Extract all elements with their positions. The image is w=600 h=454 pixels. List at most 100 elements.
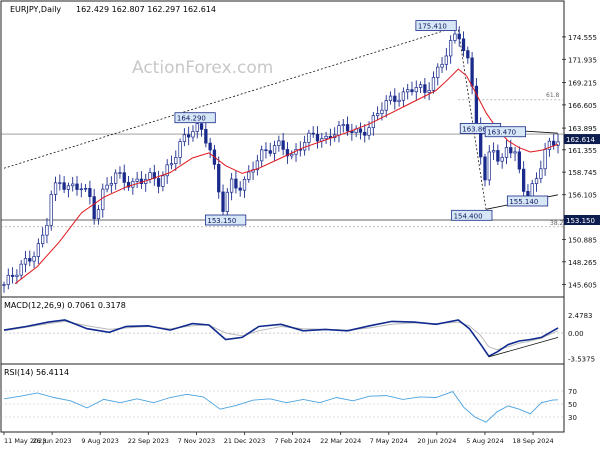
price-tick-label-7: 156.105	[568, 192, 597, 200]
x-tick-label-2: 9 Aug 2023	[81, 437, 119, 445]
candle-body	[83, 188, 88, 190]
macd-tick-label-1: 0.00	[568, 330, 584, 338]
price-tick-label-6: 158.745	[568, 169, 597, 177]
candle-body	[285, 149, 290, 157]
current-price-tag	[564, 134, 600, 145]
candle-body	[281, 140, 285, 150]
candle-body	[324, 135, 328, 140]
rsi-line	[3, 391, 559, 423]
candle-body	[217, 164, 221, 193]
candle-body	[367, 127, 371, 136]
candle-body	[543, 149, 547, 170]
candle-body	[15, 274, 19, 277]
price-tick-label-3: 166.605	[568, 102, 597, 110]
candle-body	[500, 157, 504, 162]
candle-body	[75, 183, 79, 190]
candle-body	[268, 150, 272, 154]
candle-body	[448, 40, 453, 57]
candle-body	[341, 124, 345, 127]
x-tick-label-5: 21 Dec 2023	[224, 437, 266, 445]
candle-body	[118, 172, 122, 174]
candle-body	[496, 150, 500, 162]
candle-body	[547, 140, 552, 150]
candle-body	[242, 179, 247, 191]
x-tick-label-11: 18 Sep 2024	[512, 437, 553, 445]
price-tick-label-2: 169.215	[568, 80, 597, 88]
candle-body	[62, 182, 66, 190]
candle-body	[423, 84, 427, 93]
candle-body	[234, 178, 238, 189]
candle-body	[6, 274, 10, 285]
x-tick-label-6: 7 Feb 2024	[274, 437, 310, 445]
price-label-5: 155.140	[509, 198, 538, 206]
candle-body	[436, 66, 440, 78]
candle-body	[58, 182, 62, 184]
chart-ohlc: 162.429 162.807 162.297 162.614	[76, 5, 216, 14]
candle-body	[521, 168, 526, 192]
candle-body	[466, 50, 470, 59]
candle-body	[178, 141, 182, 158]
candle-body	[556, 141, 560, 146]
fib-38-label: 38.2	[550, 220, 564, 227]
candle-body	[88, 188, 92, 197]
candle-body	[345, 124, 350, 132]
candle-body	[204, 129, 208, 144]
candle-body	[101, 188, 105, 211]
candle-body	[311, 132, 315, 135]
candle-body	[19, 263, 23, 276]
candle-body	[290, 153, 294, 157]
macd-tick-label-2: -3.5375	[568, 356, 595, 364]
candle-body	[444, 55, 448, 65]
price-label-box-4	[204, 214, 247, 226]
candle-body	[174, 157, 178, 165]
candle-body	[264, 149, 268, 151]
x-tick-label-4: 7 Nov 2023	[178, 437, 216, 445]
candle-body	[208, 142, 212, 151]
candle-body	[431, 77, 436, 91]
candle-body	[384, 100, 388, 111]
candle-body	[169, 163, 174, 166]
price-tick-label-4: 163.895	[568, 125, 597, 133]
candle-body	[487, 151, 491, 181]
rsi-tick-label-2: 30	[568, 414, 577, 422]
candle-body	[225, 191, 229, 212]
price-tick-label-10: 148.265	[568, 259, 597, 267]
x-tick-label-9: 20 Jun 2024	[417, 437, 456, 445]
chart-header: EURJPY,Daily	[10, 5, 61, 14]
watermark: ActionForex.com	[132, 58, 273, 78]
candle-body	[504, 147, 509, 158]
candle-body	[41, 234, 45, 244]
candle-body	[358, 128, 363, 133]
candle-body	[96, 209, 101, 220]
x-tick-label-1: 26 Jun 2023	[33, 437, 72, 445]
candle-body	[380, 109, 384, 114]
candle-body	[122, 172, 126, 183]
x-tick-label-7: 22 Mar 2024	[320, 437, 361, 445]
candle-body	[49, 194, 53, 226]
candle-body	[195, 123, 199, 132]
price-tick-label-0: 174.555	[568, 34, 597, 42]
price-label-box-3	[484, 126, 526, 138]
candle-body	[509, 147, 513, 154]
candle-body	[28, 258, 32, 262]
candle-body	[461, 38, 466, 51]
candle-body	[552, 140, 556, 146]
candle-body	[260, 149, 264, 162]
current-price-label: 162.614	[566, 136, 595, 144]
candle-body	[23, 258, 28, 265]
price-label-0: 175.410	[418, 23, 447, 31]
candle-body	[539, 168, 543, 179]
macd-signal-line	[3, 320, 559, 351]
candle-body	[363, 131, 367, 136]
candle-body	[517, 151, 521, 170]
x-tick-label-3: 22 Sep 2023	[128, 437, 169, 445]
candle-body	[393, 95, 397, 102]
candle-body	[307, 132, 311, 143]
candle-body	[388, 95, 393, 101]
candle-body	[199, 123, 204, 130]
candle-body	[255, 160, 260, 171]
candle-body	[36, 243, 41, 257]
candle-body	[229, 178, 234, 193]
